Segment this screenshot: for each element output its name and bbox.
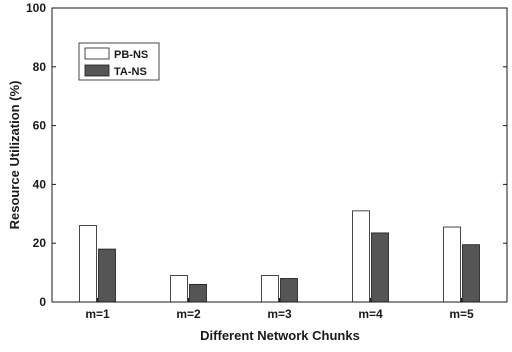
y-tick-label: 40 <box>33 177 47 191</box>
legend-label-pb-ns: PB-NS <box>114 49 148 61</box>
y-axis-title: Resource Utilization (%) <box>7 81 22 230</box>
x-tick-label: m=3 <box>267 307 292 321</box>
x-tick-label: m=4 <box>358 307 383 321</box>
y-tick-label: 0 <box>39 295 46 309</box>
bar-ta-ns-m=5 <box>462 244 480 303</box>
bar-pb-ns-m=2 <box>170 275 188 303</box>
x-tick-label: m=2 <box>176 307 201 321</box>
y-tick-label: 100 <box>26 1 46 15</box>
axis-layer: m=1 m=2 m=3 m=4 m=5 0 20 40 60 80 100 <box>26 1 507 321</box>
bar-ta-ns-m=1 <box>98 248 116 303</box>
y-tick-label: 60 <box>33 119 47 133</box>
y-tick-label: 80 <box>33 60 47 74</box>
legend: PB-NS TA-NS <box>78 42 160 81</box>
legend-swatch-ta-ns <box>84 64 110 77</box>
bar-ta-ns-m=3 <box>280 278 298 303</box>
bar-pb-ns-m=3 <box>261 275 279 303</box>
bar-pb-ns-m=1 <box>79 225 97 303</box>
bar-ta-ns-m=4 <box>371 232 389 303</box>
bar-pb-ns-m=4 <box>352 210 370 303</box>
x-axis-title: Different Network Chunks <box>200 328 360 343</box>
bars-layer <box>79 210 480 303</box>
legend-swatch-pb-ns <box>84 47 110 60</box>
x-tick-label: m=5 <box>449 307 474 321</box>
bar-ta-ns-m=2 <box>189 283 207 303</box>
legend-label-ta-ns: TA-NS <box>114 66 147 78</box>
y-tick-label: 20 <box>33 236 47 250</box>
x-tick-label: m=1 <box>85 307 110 321</box>
bar-pb-ns-m=5 <box>443 226 461 303</box>
